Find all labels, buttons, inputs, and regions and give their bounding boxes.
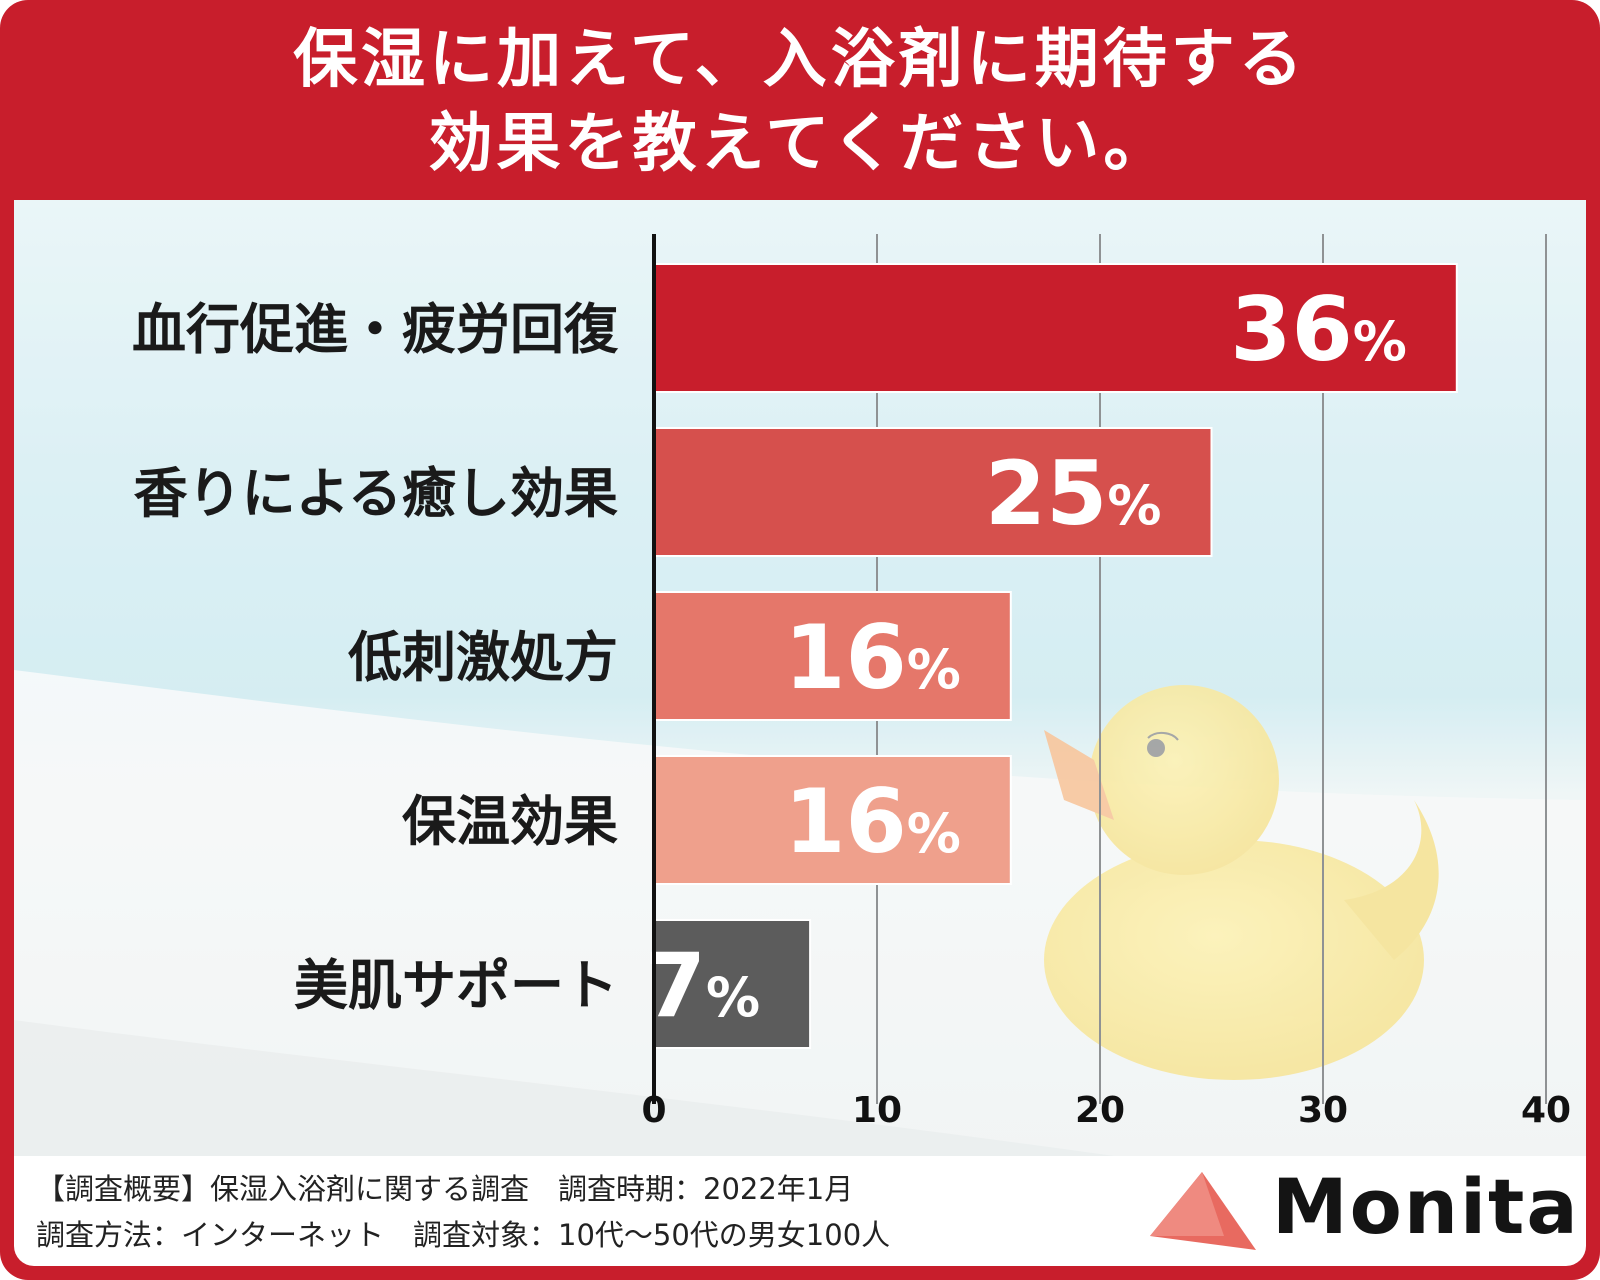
logo-text: Monita (1272, 1162, 1580, 1251)
survey-summary-line: 【調査概要】保湿入浴剤に関する調査 調査時期：2022年1月 (36, 1172, 854, 1206)
x-tick-label: 40 (1521, 1090, 1571, 1131)
x-tick-label: 10 (852, 1090, 902, 1131)
data-label: 36% (1230, 278, 1407, 381)
bar (653, 919, 812, 1049)
category-label: 香りによる癒し効果 (134, 462, 618, 525)
survey-method-line: 調査方法：インターネット 調査対象：10代〜50代の男女100人 (36, 1218, 891, 1252)
logo-triangle-icon (1150, 1172, 1256, 1250)
data-label: 16% (784, 770, 961, 873)
bar (653, 263, 1458, 393)
footer: 【調査概要】保湿入浴剤に関する調査 調査時期：2022年1月 調査方法：インター… (14, 1156, 1586, 1266)
chart-title: 保湿に加えて、入浴剤に期待する 効果を教えてください。 (20, 18, 1580, 198)
category-label: 美肌サポート (294, 954, 618, 1017)
rubber-duck-icon (1044, 685, 1439, 1080)
data-label: 16% (784, 606, 961, 709)
title-line-2: 効果を教えてください。 (428, 107, 1172, 181)
bar (653, 591, 1012, 721)
x-tick-label: 20 (1075, 1090, 1125, 1131)
category-label: 血行促進・疲労回復 (132, 298, 619, 361)
bar (653, 427, 1213, 557)
title-line-1: 保湿に加えて、入浴剤に期待する (293, 23, 1307, 97)
chart-panel: 0 10 20 30 40 血行促進・疲労回復 36% 香りによる癒し効果 25% 低刺激処方 16… (14, 200, 1586, 1156)
category-label: 保温効果 (402, 790, 618, 853)
category-label: 低刺激処方 (348, 626, 618, 689)
bar (653, 755, 1012, 885)
x-tick-label: 30 (1298, 1090, 1348, 1131)
data-label: 25% (985, 442, 1162, 545)
